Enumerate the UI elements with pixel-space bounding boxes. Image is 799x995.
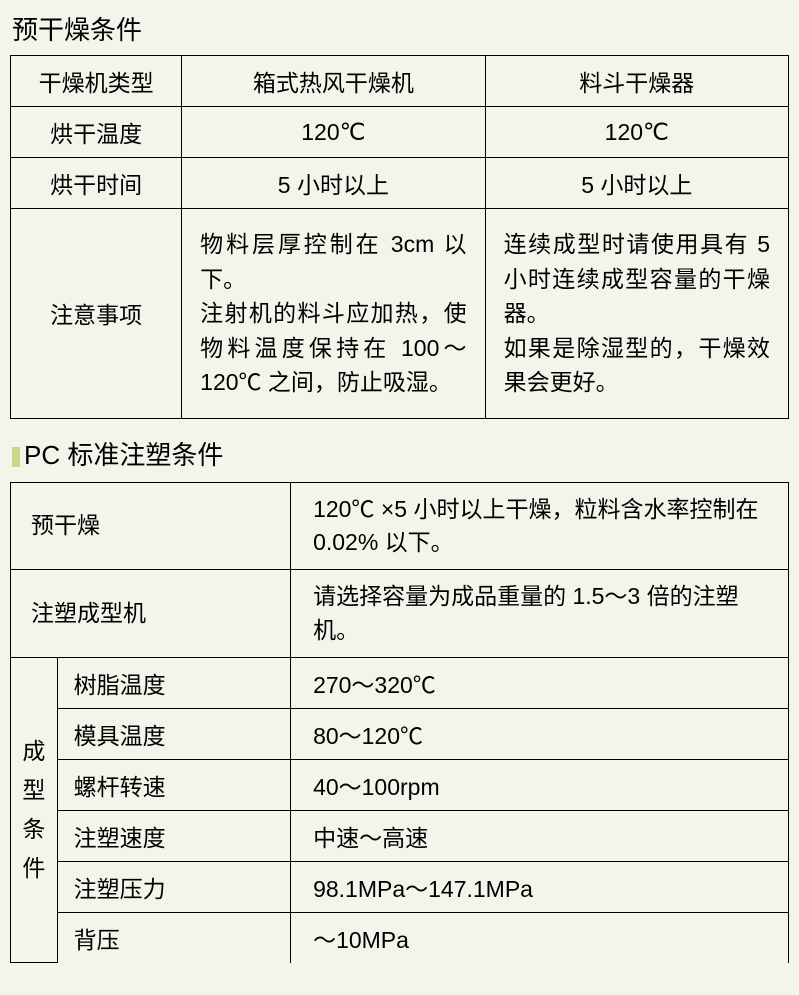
t2-s0-k: 树脂温度 xyxy=(57,657,290,708)
predry-table: 干燥机类型 箱式热风干燥机 料斗干燥器 烘干温度 120℃ 120℃ 烘干时间 … xyxy=(10,55,789,419)
t2-group-label-text: 成型条件 xyxy=(22,738,45,881)
section1-title: 预干燥条件 xyxy=(0,0,799,55)
t2-machine-k: 注塑成型机 xyxy=(11,570,291,658)
molding-table: 预干燥 120℃ ×5 小时以上干燥，粒料含水率控制在 0.02% 以下。 注塑… xyxy=(10,482,789,964)
t1-r0-label: 干燥机类型 xyxy=(11,56,182,107)
t2-predry-v: 120℃ ×5 小时以上干燥，粒料含水率控制在 0.02% 以下。 xyxy=(291,482,789,570)
t2-s4-v: 98.1MPa～147.1MPa xyxy=(291,861,789,912)
t1-r0-c1: 箱式热风干燥机 xyxy=(182,56,485,107)
t1-r0-c2: 料斗干燥器 xyxy=(485,56,788,107)
t1-r2-c2: 5 小时以上 xyxy=(485,158,788,209)
t2-group-label: 成型条件 xyxy=(11,657,58,963)
t2-predry-k: 预干燥 xyxy=(11,482,291,570)
t1-r3-label: 注意事项 xyxy=(11,209,182,419)
bullet-icon xyxy=(12,447,20,467)
t2-s3-k: 注塑速度 xyxy=(57,810,290,861)
t2-s2-v: 40～100rpm xyxy=(291,759,789,810)
t2-s1-v: 80～120℃ xyxy=(291,708,789,759)
t1-r2-c1: 5 小时以上 xyxy=(182,158,485,209)
t2-s4-k: 注塑压力 xyxy=(57,861,290,912)
t1-r3-c1: 物料层厚控制在 3cm 以下。注射机的料斗应加热，使物料温度保持在 100～12… xyxy=(182,209,485,419)
t1-r1-c1: 120℃ xyxy=(182,107,485,158)
t1-r1-label: 烘干温度 xyxy=(11,107,182,158)
t2-s5-v: ～10MPa xyxy=(291,912,789,963)
t2-s0-v: 270～320℃ xyxy=(291,657,789,708)
section2-title: PC 标准注塑条件 xyxy=(0,425,799,480)
t2-s5-k: 背压 xyxy=(57,912,290,963)
t2-s2-k: 螺杆转速 xyxy=(57,759,290,810)
section1-title-text: 预干燥条件 xyxy=(12,15,142,45)
t1-r3-c2: 连续成型时请使用具有 5 小时连续成型容量的干燥器。如果是除湿型的，干燥效果会更… xyxy=(485,209,788,419)
t2-machine-v: 请选择容量为成品重量的 1.5～3 倍的注塑机。 xyxy=(291,570,789,658)
t1-r1-c2: 120℃ xyxy=(485,107,788,158)
t2-s1-k: 模具温度 xyxy=(57,708,290,759)
section2-title-text: PC 标准注塑条件 xyxy=(24,440,223,470)
t2-s3-v: 中速～高速 xyxy=(291,810,789,861)
t1-r2-label: 烘干时间 xyxy=(11,158,182,209)
